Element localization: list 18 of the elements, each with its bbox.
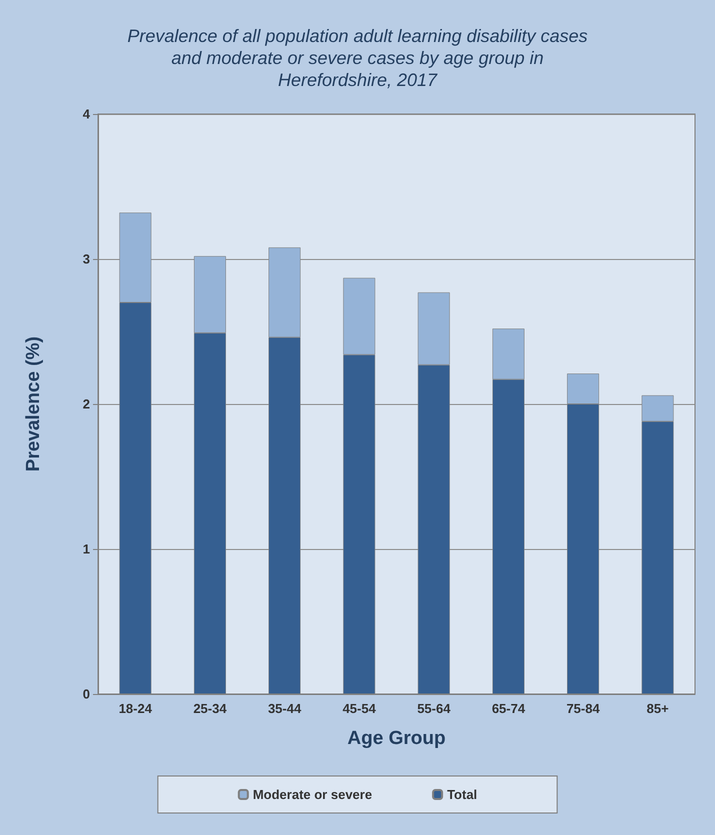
x-tick-label: 35-44 [268, 701, 302, 716]
x-tick-label: 65-74 [492, 701, 526, 716]
legend-label: Total [447, 787, 478, 802]
y-tick-label: 0 [82, 686, 90, 702]
y-tick-label: 1 [82, 542, 90, 556]
y-tick-label: 2 [82, 396, 90, 412]
x-axis-title: Age Group [347, 728, 446, 749]
y-tick-label: 4 [82, 106, 91, 122]
x-tick-label: 45-54 [342, 701, 377, 716]
x-tick-label: 75-84 [566, 701, 600, 716]
x-tick-label: 55-64 [417, 701, 452, 716]
y-axis-title: Prevalence (%) [23, 336, 44, 472]
chart-title: Prevalence of all population adult learning disability cases and moderate or severe cases by age group in Herefordshire, 2017 [127, 26, 588, 90]
x-tick-label: 18-24 [118, 701, 153, 716]
y-tick-label: 3 [82, 252, 90, 266]
x-tick-label: 85+ [646, 701, 670, 716]
x-tick-label: 25-34 [193, 701, 228, 716]
legend-label: Moderate or severe [252, 787, 372, 802]
